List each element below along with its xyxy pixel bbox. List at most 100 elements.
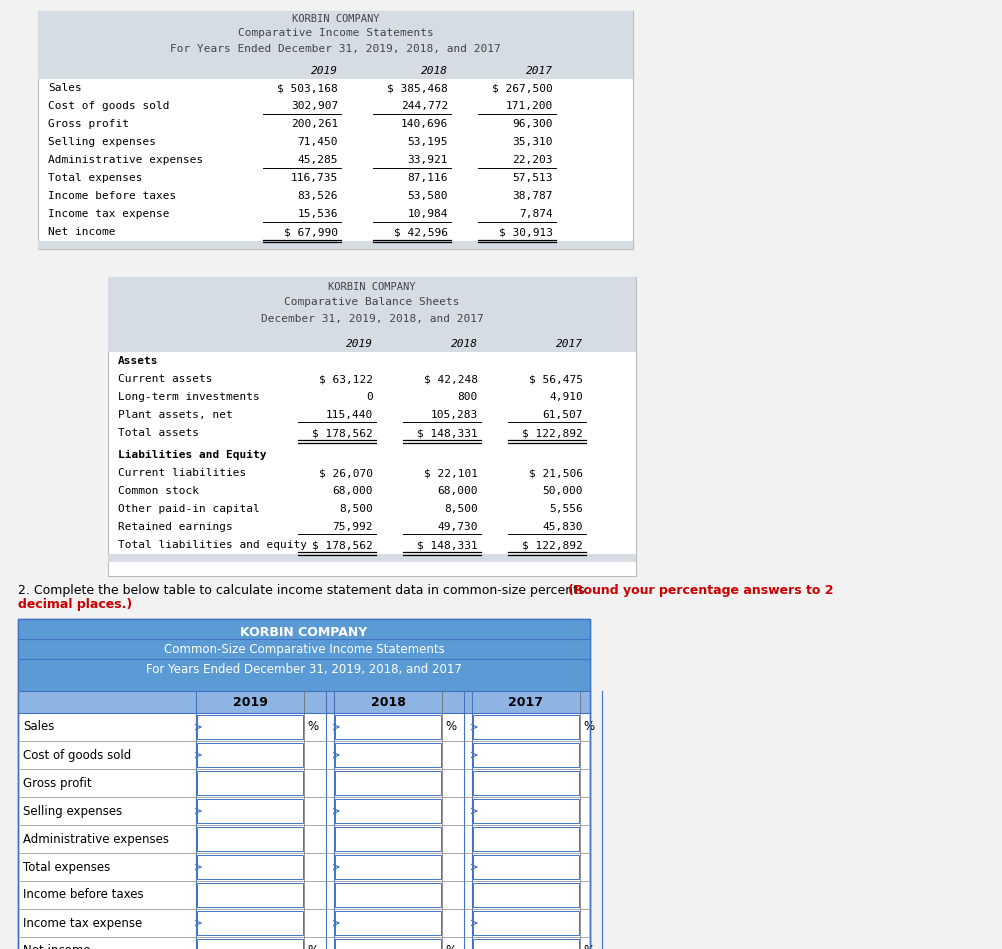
Text: $ 56,475: $ 56,475 — [528, 374, 582, 384]
Text: 302,907: 302,907 — [291, 101, 338, 111]
Text: $ 67,990: $ 67,990 — [284, 227, 338, 237]
Text: Comparative Balance Sheets: Comparative Balance Sheets — [284, 297, 459, 307]
Bar — [335, 771, 441, 795]
Text: $ 148,331: $ 148,331 — [417, 428, 478, 438]
Bar — [196, 911, 303, 935]
Text: Liabilities and Equity: Liabilities and Equity — [118, 450, 267, 460]
Text: $ 63,122: $ 63,122 — [319, 374, 373, 384]
Text: 7,874: 7,874 — [519, 209, 552, 219]
Text: 35,310: 35,310 — [512, 137, 552, 147]
Text: 2018: 2018 — [451, 339, 478, 348]
Text: Comparative Income Statements: Comparative Income Statements — [237, 28, 433, 38]
Bar — [108, 554, 635, 562]
Text: 53,195: 53,195 — [407, 137, 448, 147]
Text: Income before taxes: Income before taxes — [48, 191, 176, 201]
Text: Selling expenses: Selling expenses — [48, 137, 156, 147]
Bar — [473, 883, 578, 907]
Text: $ 267,500: $ 267,500 — [492, 83, 552, 93]
Bar — [335, 715, 441, 739]
Bar — [108, 277, 635, 335]
Text: 115,440: 115,440 — [326, 410, 373, 420]
Bar — [196, 883, 303, 907]
Text: Gross profit: Gross profit — [23, 776, 91, 790]
Text: 116,735: 116,735 — [291, 173, 338, 183]
Text: 2019: 2019 — [232, 696, 268, 709]
Text: 49,730: 49,730 — [437, 522, 478, 532]
Bar — [38, 241, 632, 249]
Text: 2019: 2019 — [346, 339, 373, 348]
Bar — [473, 771, 578, 795]
Text: 2019: 2019 — [311, 66, 338, 76]
Bar — [38, 11, 632, 249]
Text: 2017: 2017 — [525, 66, 552, 76]
Text: Total assets: Total assets — [118, 428, 198, 438]
Text: KORBIN COMPANY: KORBIN COMPANY — [328, 282, 416, 292]
Text: For Years Ended December 31, 2019, 2018, and 2017: For Years Ended December 31, 2019, 2018,… — [170, 44, 500, 54]
Text: Net income: Net income — [48, 227, 115, 237]
Text: Retained earnings: Retained earnings — [118, 522, 232, 532]
Text: 22,203: 22,203 — [512, 155, 552, 165]
Text: %: % — [445, 720, 456, 734]
Text: 0: 0 — [366, 392, 373, 402]
Text: %: % — [307, 944, 318, 949]
Bar — [473, 827, 578, 851]
Text: Current liabilities: Current liabilities — [118, 468, 246, 478]
Bar — [18, 619, 589, 691]
Text: $ 42,596: $ 42,596 — [394, 227, 448, 237]
Text: 68,000: 68,000 — [333, 486, 373, 496]
Bar — [473, 715, 578, 739]
Text: 33,921: 33,921 — [407, 155, 448, 165]
Bar — [335, 855, 441, 879]
Text: For Years Ended December 31, 2019, 2018, and 2017: For Years Ended December 31, 2019, 2018,… — [146, 663, 462, 677]
Text: Cost of goods sold: Cost of goods sold — [48, 101, 169, 111]
Text: Income before taxes: Income before taxes — [23, 888, 143, 902]
Text: 87,116: 87,116 — [407, 173, 448, 183]
Bar — [473, 939, 578, 949]
Text: 57,513: 57,513 — [512, 173, 552, 183]
Bar — [335, 883, 441, 907]
Bar — [196, 939, 303, 949]
Text: $ 148,331: $ 148,331 — [417, 540, 478, 550]
Text: Total liabilities and equity: Total liabilities and equity — [118, 540, 307, 550]
Text: Current assets: Current assets — [118, 374, 212, 384]
Bar — [196, 827, 303, 851]
Text: $ 122,892: $ 122,892 — [522, 428, 582, 438]
Bar — [473, 911, 578, 935]
Text: 96,300: 96,300 — [512, 119, 552, 129]
Bar — [108, 277, 635, 576]
Text: Common stock: Common stock — [118, 486, 198, 496]
Bar — [196, 771, 303, 795]
Text: Administrative expenses: Administrative expenses — [23, 832, 168, 846]
Text: $ 26,070: $ 26,070 — [319, 468, 373, 478]
Text: $ 122,892: $ 122,892 — [522, 540, 582, 550]
Text: 10,984: 10,984 — [407, 209, 448, 219]
Text: 8,500: 8,500 — [444, 504, 478, 514]
Text: Long-term investments: Long-term investments — [118, 392, 260, 402]
Text: 2017: 2017 — [508, 696, 543, 709]
Bar — [335, 939, 441, 949]
Text: 2018: 2018 — [421, 66, 448, 76]
Text: Assets: Assets — [118, 356, 158, 366]
Text: 2017: 2017 — [555, 339, 582, 348]
Text: %: % — [582, 944, 593, 949]
Text: 140,696: 140,696 — [401, 119, 448, 129]
Bar — [196, 855, 303, 879]
Text: 2. Complete the below table to calculate income statement data in common-size pe: 2. Complete the below table to calculate… — [18, 584, 592, 597]
Text: Selling expenses: Selling expenses — [23, 805, 122, 817]
Text: 50,000: 50,000 — [542, 486, 582, 496]
Bar — [196, 799, 303, 823]
Text: $ 30,913: $ 30,913 — [499, 227, 552, 237]
Text: 4,910: 4,910 — [549, 392, 582, 402]
Text: 61,507: 61,507 — [542, 410, 582, 420]
Text: Net income: Net income — [23, 944, 90, 949]
Text: Plant assets, net: Plant assets, net — [118, 410, 232, 420]
Text: 2018: 2018 — [370, 696, 405, 709]
Bar — [38, 11, 632, 63]
Bar — [196, 715, 303, 739]
Bar — [18, 619, 589, 949]
Bar — [473, 855, 578, 879]
Text: Other paid-in capital: Other paid-in capital — [118, 504, 260, 514]
Text: 244,772: 244,772 — [401, 101, 448, 111]
Text: 83,526: 83,526 — [298, 191, 338, 201]
Text: $ 21,506: $ 21,506 — [528, 468, 582, 478]
